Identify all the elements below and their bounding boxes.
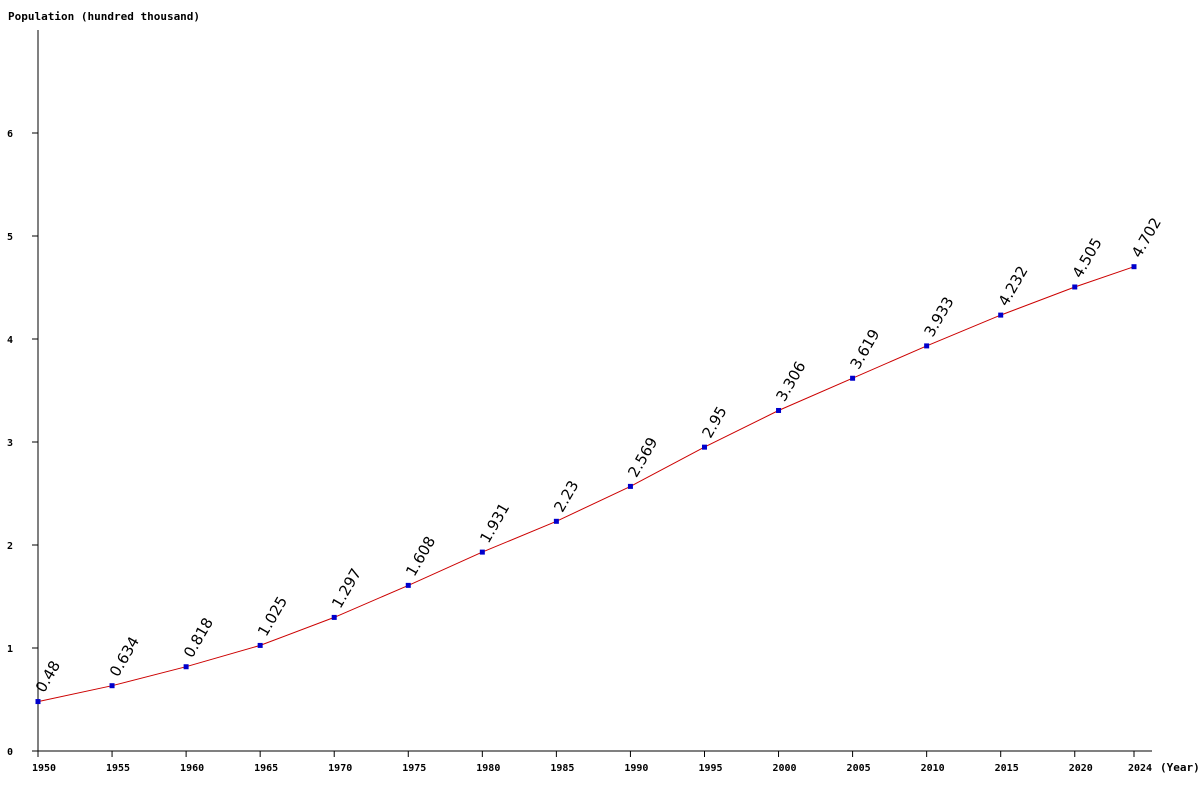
data-label: 0.48 <box>32 658 64 696</box>
y-axis-title: Population (hundred thousand) <box>8 10 200 23</box>
x-tick-label: 1955 <box>106 763 130 774</box>
x-tick-label: 2015 <box>995 763 1019 774</box>
x-tick-label: 2010 <box>921 763 945 774</box>
data-point <box>109 683 115 689</box>
data-point <box>183 664 189 670</box>
y-tick-label: 6 <box>7 129 13 140</box>
data-label: 1.025 <box>254 593 291 639</box>
data-label: 0.634 <box>106 633 143 679</box>
data-label: 2.95 <box>698 403 730 441</box>
data-label: 0.818 <box>180 615 217 661</box>
x-tick-label: 1970 <box>328 763 352 774</box>
x-tick-label: 1985 <box>550 763 574 774</box>
x-tick-label: 2024 <box>1128 763 1152 774</box>
data-point <box>776 407 782 413</box>
x-tick-label: 2020 <box>1069 763 1093 774</box>
data-point <box>850 375 856 381</box>
population-series-line <box>37 266 1135 703</box>
x-tick-label: 1980 <box>476 763 500 774</box>
data-label: 1.608 <box>402 533 439 579</box>
data-point <box>405 582 411 588</box>
x-tick-label: 2000 <box>772 763 796 774</box>
data-point <box>257 642 263 648</box>
y-axis-ticks: 0 1 2 3 4 5 6 <box>7 129 38 758</box>
data-label: 4.232 <box>995 263 1032 309</box>
data-point <box>998 312 1004 318</box>
y-tick-label: 1 <box>7 644 13 655</box>
data-label: 1.297 <box>328 565 365 611</box>
x-tick-label: 2005 <box>847 763 871 774</box>
y-tick-label: 2 <box>7 541 13 552</box>
data-point <box>1072 284 1078 290</box>
x-tick-label: 1995 <box>698 763 722 774</box>
data-points <box>35 264 1137 705</box>
y-tick-label: 4 <box>7 335 13 346</box>
y-tick-label: 5 <box>7 232 13 243</box>
x-tick-label: 1990 <box>624 763 648 774</box>
data-label: 3.619 <box>846 326 883 372</box>
y-tick-label: 3 <box>7 438 13 449</box>
x-tick-label: 1965 <box>254 763 278 774</box>
data-point <box>701 444 707 450</box>
data-label: 4.505 <box>1069 235 1106 281</box>
data-point <box>479 549 485 555</box>
x-axis-ticks: 1950 1955 1960 1965 1970 1975 1980 1985 1990 1995… <box>32 751 1152 774</box>
data-point <box>331 614 337 620</box>
x-axis-title: (Year) <box>1160 761 1200 774</box>
data-label: 3.933 <box>921 294 958 340</box>
data-point <box>627 483 633 489</box>
data-point <box>553 518 559 524</box>
data-label: 3.306 <box>772 358 809 404</box>
x-tick-label: 1960 <box>180 763 204 774</box>
data-point <box>924 343 930 349</box>
data-label: 4.702 <box>1128 214 1165 260</box>
x-tick-label: 1950 <box>32 763 56 774</box>
data-label: 2.23 <box>550 477 582 515</box>
x-tick-label: 1975 <box>402 763 426 774</box>
y-tick-label: 0 <box>7 747 13 758</box>
data-point <box>35 699 41 705</box>
data-label: 1.931 <box>476 500 513 546</box>
data-point <box>1131 264 1137 270</box>
data-labels: 0.48 0.634 0.818 1.025 1.297 1.608 1.931 2.23 2.… <box>32 214 1165 695</box>
